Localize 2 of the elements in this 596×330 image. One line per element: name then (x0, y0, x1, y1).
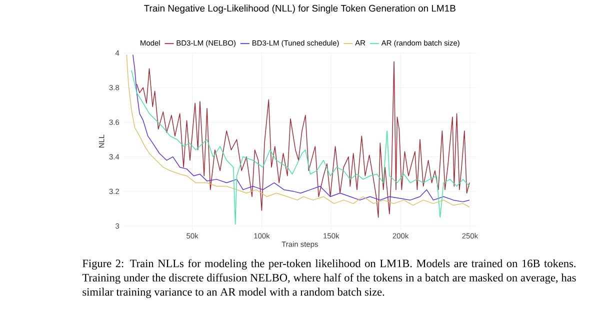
chart-title: Train Negative Log-Likelihood (NLL) for Single Token Generation on LM1B (144, 4, 456, 14)
caption: Figure 2: Train NLLs for modeling the per-token likelihood on LM1B. Models are trained on 16B tokens. Training under the discrete diffusion NELBO, where half of the tokens in a batch are masked on average, has similar training variance to an AR model with a random batch size. (82, 259, 576, 298)
